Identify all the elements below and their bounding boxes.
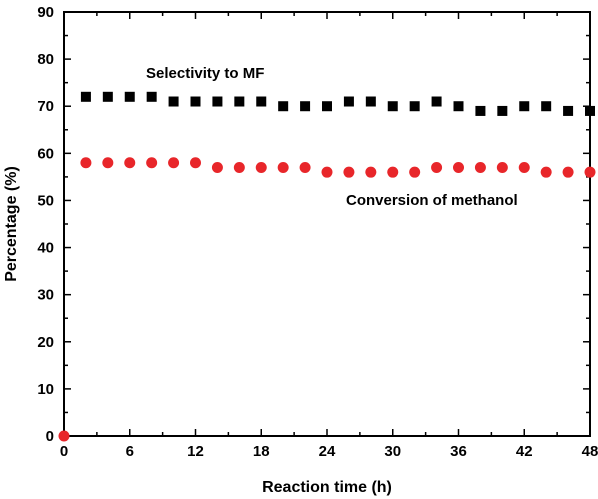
data-point-conversion [124,157,136,169]
y-tick-label: 90 [37,4,54,21]
data-point-selectivity [300,101,311,112]
x-tick-label: 36 [450,443,467,460]
data-point-selectivity [146,91,157,102]
data-point-selectivity [343,96,354,107]
data-point-selectivity [431,96,442,107]
series-layer [58,91,596,442]
data-point-conversion [233,161,245,173]
y-axis-title: Percentage (%) [3,166,20,282]
data-point-selectivity [409,101,420,112]
data-point-selectivity [365,96,376,107]
data-point-conversion [540,166,552,178]
data-point-conversion [562,166,574,178]
y-tick-label: 20 [37,334,54,351]
data-point-selectivity [387,101,398,112]
data-point-conversion [168,157,180,169]
data-point-conversion [409,166,421,178]
data-point-conversion [299,161,311,173]
annotation-conversion: Conversion of methanol [346,192,518,209]
x-tick-label: 30 [384,443,401,460]
data-point-selectivity [80,91,91,102]
x-tick-label: 48 [582,443,598,460]
data-point-conversion [80,157,92,169]
data-point-conversion [58,430,70,442]
y-tick-label: 30 [37,287,54,304]
data-point-selectivity [453,101,464,112]
plot-area-border [63,11,591,437]
data-point-selectivity [168,96,179,107]
data-point-conversion [365,166,377,178]
y-tick-label: 60 [37,145,54,162]
data-point-selectivity [212,96,223,107]
data-point-selectivity [519,101,530,112]
x-tick-label: 18 [253,443,270,460]
data-point-conversion [584,166,596,178]
data-point-conversion [387,166,399,178]
data-point-conversion [496,161,508,173]
x-axis-ticks: 0 6 12 18 24 30 36 42 48 [60,12,598,460]
y-tick-label: 10 [37,381,54,398]
data-point-conversion [102,157,114,169]
x-tick-label: 42 [516,443,533,460]
data-point-selectivity [102,91,113,102]
x-axis-title: Reaction time (h) [262,479,392,496]
y-tick-label: 0 [46,428,54,445]
data-point-selectivity [124,91,135,102]
x-tick-label: 24 [319,443,336,460]
y-tick-label: 40 [37,240,54,257]
data-point-selectivity [322,101,332,112]
data-point-selectivity [475,105,486,116]
y-tick-label: 80 [37,51,54,68]
data-point-conversion [518,161,530,173]
x-tick-label: 0 [60,443,68,460]
series-selectivity [80,91,595,116]
data-point-conversion [453,161,464,173]
data-point-conversion [146,157,158,169]
data-point-conversion [255,161,267,173]
series-conversion [58,157,596,442]
data-point-selectivity [256,96,267,107]
data-point-conversion [211,161,223,173]
y-tick-label: 50 [37,192,54,209]
data-point-selectivity [234,96,245,107]
data-point-selectivity [190,96,201,107]
data-point-conversion [474,161,486,173]
data-point-conversion [321,166,333,178]
plot-frame [63,11,591,437]
x-tick-label: 6 [126,443,134,460]
data-point-conversion [277,161,289,173]
data-point-selectivity [497,105,508,116]
data-point-conversion [343,166,355,178]
data-point-selectivity [541,101,552,112]
data-point-selectivity [278,101,289,112]
data-point-selectivity [563,105,574,116]
data-point-conversion [190,157,201,169]
data-point-selectivity [585,105,595,116]
y-tick-label: 70 [37,98,54,115]
y-axis-ticks: 0 10 20 30 40 50 60 70 80 90 [37,4,590,445]
data-point-conversion [431,161,443,173]
x-tick-label: 12 [187,443,204,460]
annotation-selectivity: Selectivity to MF [146,65,264,82]
